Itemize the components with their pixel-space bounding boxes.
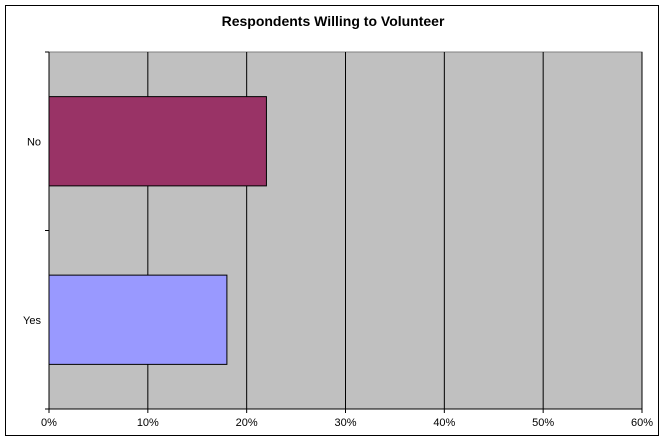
bar-no — [48, 96, 267, 187]
y-category-label: No — [27, 136, 41, 148]
x-tick-label: 10% — [137, 417, 159, 429]
x-tick-label: 50% — [532, 417, 554, 429]
y-category-label: Yes — [23, 315, 41, 327]
bar-yes — [48, 274, 228, 365]
x-tick-label: 40% — [433, 417, 455, 429]
x-tick-label: 60% — [631, 417, 653, 429]
x-tick-label: 20% — [236, 417, 258, 429]
x-tick-label: 0% — [41, 417, 57, 429]
chart-title: Respondents Willing to Volunteer — [221, 13, 445, 29]
x-tick-label: 30% — [334, 417, 356, 429]
